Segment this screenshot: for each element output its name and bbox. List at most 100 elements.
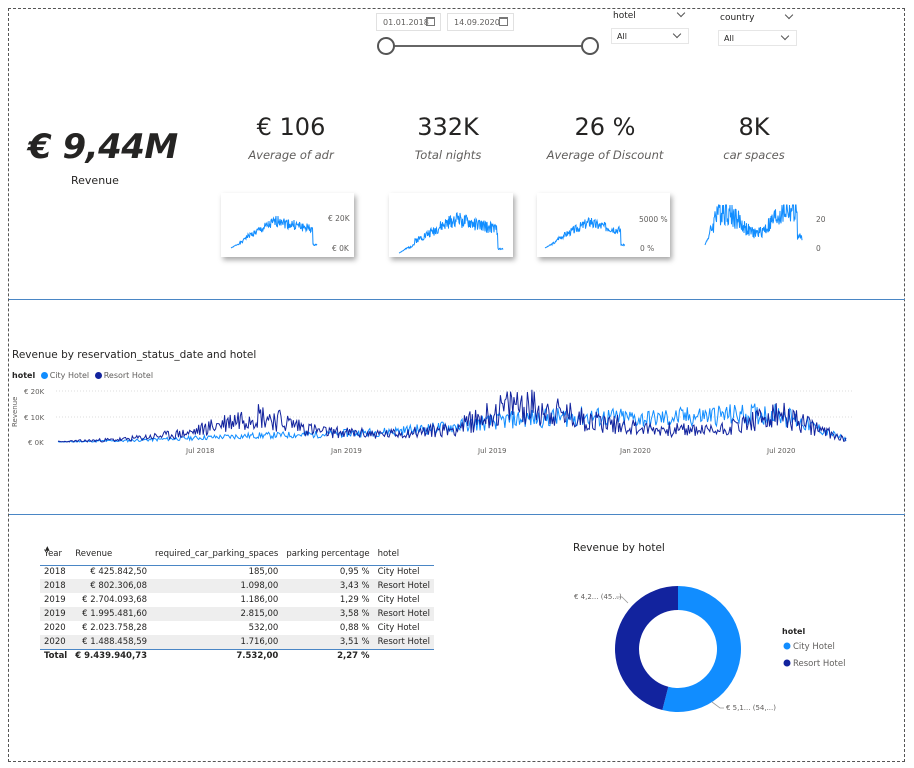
adr-sparkline: € 20K € 0K xyxy=(230,214,351,253)
table-row[interactable]: 2018 € 802.306,08 1.098,00 3,43 % Resort Hot… xyxy=(40,579,435,593)
cell-parking-percentage: 0,88 % xyxy=(339,623,370,633)
sparkline-axis-top: 20 xyxy=(816,215,826,224)
discount-sparkline: 5000 % 0 % xyxy=(544,215,668,253)
cell-revenue: € 1.995.481,60 xyxy=(71,607,152,621)
column-header-revenue[interactable]: Revenue xyxy=(71,545,152,566)
cell-parking-percentage: 3,58 % xyxy=(282,607,374,621)
label-leader-line xyxy=(711,701,724,709)
date-end-input[interactable]: 14.09.2020 xyxy=(447,13,514,31)
discount-kpi-label: Average of Discount xyxy=(546,148,664,162)
cell-hotel: City Hotel xyxy=(377,567,420,578)
cell-parking-percentage: 0,95 % xyxy=(339,567,370,578)
legend-item-resort-hotel[interactable]: Resort Hotel xyxy=(103,371,154,380)
date-start-value: 01.01.2018 xyxy=(383,18,429,27)
cell-parking-spaces: 2.815,00 xyxy=(151,607,283,621)
legend-item-city-hotel[interactable]: City Hotel xyxy=(49,371,90,380)
legend-title: hotel xyxy=(12,371,36,380)
car-spaces-kpi-value: 8K xyxy=(738,113,770,141)
nights-sparkline-card[interactable] xyxy=(389,193,513,257)
calendar-icon[interactable] xyxy=(499,17,508,26)
hotel-filter-label: hotel xyxy=(613,11,636,21)
car-spaces-sparkline: 20 0 xyxy=(704,204,826,253)
section-divider xyxy=(9,514,905,515)
donut-slice-city-hotel[interactable] xyxy=(662,586,741,712)
column-header-parking-percentage[interactable]: parking percentage xyxy=(282,545,374,566)
car-spaces-kpi-label: car spaces xyxy=(723,148,785,162)
revenue-kpi-value: € 9,44M xyxy=(28,127,178,167)
adr-kpi-label: Average of adr xyxy=(248,148,334,162)
date-start-input[interactable]: 01.01.2018 xyxy=(376,13,441,31)
x-tick-jan-2020: Jan 2020 xyxy=(619,447,651,455)
cell-hotel: City Hotel xyxy=(377,595,420,605)
table-row[interactable]: 2020 € 1.488.458,59 1.716,00 3,51 % Resort H… xyxy=(40,635,435,649)
legend-marker-resort-hotel[interactable] xyxy=(94,372,102,379)
cell-hotel: City Hotel xyxy=(377,623,420,633)
sort-ascending-icon[interactable]: ▲ xyxy=(45,545,50,552)
slice-label-city: € 5,1... (54,...) xyxy=(726,704,776,712)
sparkline-axis-bottom: 0 xyxy=(816,244,821,253)
cell-total-label: Total xyxy=(40,648,72,663)
sparkline-axis-bottom: 0 % xyxy=(640,244,654,253)
report-canvas xyxy=(8,8,905,762)
country-filter-value: All xyxy=(724,34,734,43)
date-range-start-handle[interactable] xyxy=(377,37,395,55)
cell-total-revenue: € 9.439.940,73 xyxy=(71,648,152,663)
cell-revenue: € 2.023.758,28 xyxy=(82,623,148,633)
line-chart-legend: hotel City Hotel Resort Hotel xyxy=(12,371,153,380)
cell-parking-spaces: 1.716,00 xyxy=(151,635,283,649)
date-range-end-handle[interactable] xyxy=(581,37,599,55)
cell-hotel: Resort Hotel xyxy=(373,635,435,649)
table-row[interactable]: 2019 € 2.704.093,68 1.186,00 1,29 % City Hot… xyxy=(40,593,434,607)
calendar-icon[interactable] xyxy=(426,17,435,26)
cell-total-hotel xyxy=(373,648,435,663)
column-header-hotel[interactable]: hotel xyxy=(373,545,435,566)
city-hotel-series-line xyxy=(57,403,847,443)
column-header-year[interactable]: ▲ Year xyxy=(40,545,72,566)
y-tick-0k: € 0K xyxy=(28,439,44,447)
chevron-down-icon xyxy=(780,31,790,41)
nights-kpi-label: Total nights xyxy=(414,148,482,162)
cell-parking-spaces: 1.186,00 xyxy=(240,595,279,605)
chevron-down-icon xyxy=(672,29,682,39)
table-row[interactable]: 2019 € 1.995.481,60 2.815,00 3,58 % Resort H… xyxy=(40,607,435,621)
revenue-matrix-table[interactable]: ▲ Year Revenue required_car_parking_space… xyxy=(40,545,435,663)
country-filter-dropdown[interactable]: All xyxy=(718,30,797,46)
cell-parking-percentage: 3,43 % xyxy=(282,579,374,593)
x-tick-jan-2019: Jan 2019 xyxy=(330,447,362,455)
column-header-parking-spaces[interactable]: required_car_parking_spaces xyxy=(151,545,283,566)
label-leader-line xyxy=(616,596,629,604)
legend-marker-city-hotel[interactable] xyxy=(40,372,48,379)
revenue-line-chart[interactable]: Revenue € 20K € 10K € 0K Jul 2018 Jan 20… xyxy=(8,380,903,460)
table-row[interactable]: 2020 € 2.023.758,28 532,00 0,88 % City Hotel xyxy=(40,621,434,635)
date-end-value: 14.09.2020 xyxy=(454,18,500,27)
car-spaces-sparkline-card[interactable]: 20 0 xyxy=(703,193,836,257)
x-tick-jul-2020: Jul 2020 xyxy=(766,447,796,455)
cell-revenue: € 425.842,50 xyxy=(90,567,148,578)
discount-sparkline-card[interactable]: 5000 % 0 % xyxy=(537,193,670,257)
adr-sparkline-card[interactable]: € 20K € 0K xyxy=(221,193,354,257)
section-divider xyxy=(9,299,905,300)
revenue-by-hotel-donut[interactable]: € 4,2... (45...) € 5,1... (54,...) hotel… xyxy=(560,570,880,720)
revenue-kpi-label: Revenue xyxy=(71,174,119,187)
date-range-slider-track[interactable] xyxy=(386,45,590,47)
cell-year: 2018 xyxy=(40,579,72,593)
hotel-filter-dropdown[interactable]: All xyxy=(611,28,689,44)
y-axis-label: Revenue xyxy=(11,397,19,428)
cell-year: 2018 xyxy=(44,567,66,578)
slice-label-resort: € 4,2... (45...) xyxy=(574,593,622,601)
nights-kpi-value: 332K xyxy=(417,113,479,141)
donut-slice-resort-hotel[interactable] xyxy=(614,586,678,711)
table-header-row: ▲ Year Revenue required_car_parking_space… xyxy=(40,545,435,566)
cell-year: 2020 xyxy=(40,635,72,649)
cell-parking-percentage: 3,51 % xyxy=(282,635,374,649)
donut-legend-city-hotel: City Hotel xyxy=(793,642,835,652)
cell-parking-spaces: 1.098,00 xyxy=(151,579,283,593)
table-row[interactable]: 2018 € 425.842,50 185,00 0,95 % City Hotel xyxy=(40,565,434,579)
adr-kpi-value: € 106 xyxy=(256,113,326,141)
legend-marker-resort-hotel xyxy=(783,659,791,667)
sparkline-axis-top: 5000 % xyxy=(639,215,668,224)
donut-legend-resort-hotel: Resort Hotel xyxy=(793,659,845,669)
donut-slices xyxy=(614,586,741,712)
y-tick-20k: € 20K xyxy=(24,388,45,396)
cell-total-parking-percentage: 2,27 % xyxy=(282,648,374,663)
